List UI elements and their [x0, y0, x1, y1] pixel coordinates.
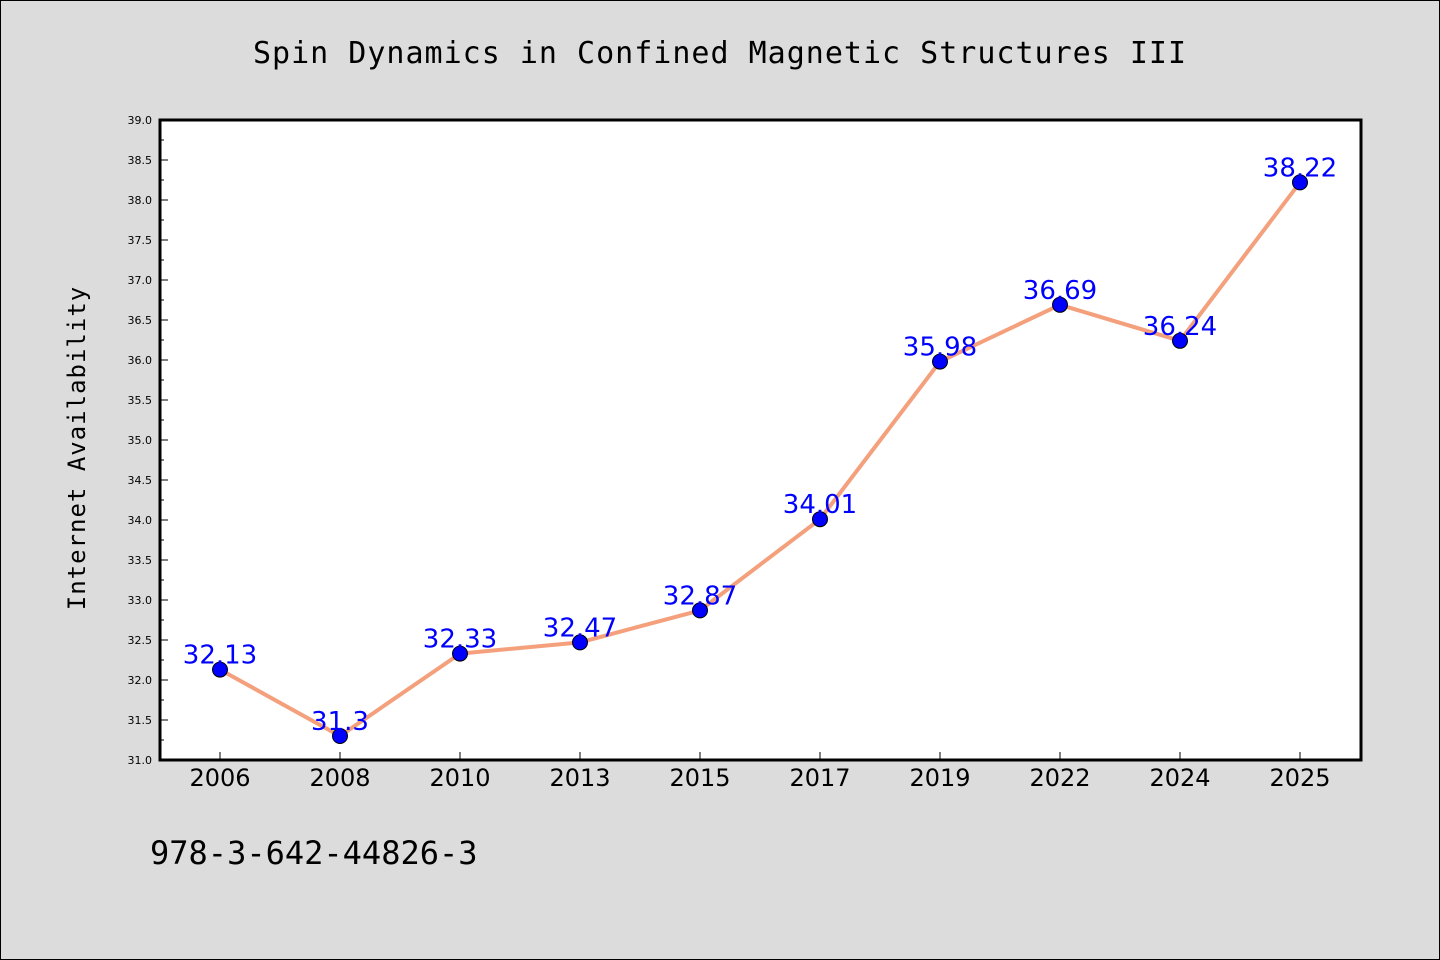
- x-tick-label: 2017: [789, 764, 850, 792]
- data-point: [1172, 332, 1188, 349]
- data-point: [572, 634, 588, 651]
- y-tick-label: 36.5: [128, 314, 153, 327]
- isbn-text: 978-3-642-44826-3: [150, 834, 478, 872]
- y-tick-label: 34.5: [128, 474, 153, 487]
- data-markers: [212, 174, 1308, 744]
- plot-border: [158, 118, 1363, 762]
- data-label: 32.47: [543, 613, 617, 643]
- data-point: [212, 661, 228, 678]
- y-tick-label: 39.0: [128, 114, 153, 127]
- x-tick-label: 2013: [549, 764, 610, 792]
- data-label: 36.24: [1143, 312, 1217, 342]
- data-point: [812, 511, 828, 528]
- x-tick-label: 2025: [1269, 764, 1330, 792]
- y-tick-label: 32.5: [128, 634, 153, 647]
- y-tick-label: 34.0: [128, 514, 153, 527]
- data-labels: 32.13 31.3 32.33 32.47 32.87 34.01 35.98 36.69 3…: [183, 153, 1337, 737]
- data-point: [332, 728, 348, 744]
- x-axis: 2006 2008 2010 2013 2015 2017 2019 2022 2024 2025: [189, 752, 1331, 792]
- data-label: 32.13: [183, 641, 257, 671]
- data-label: 35.98: [903, 333, 977, 363]
- y-tick-label: 33.5: [128, 554, 153, 567]
- x-tick-label: 2019: [909, 764, 970, 792]
- data-label: 32.33: [423, 625, 497, 655]
- data-point: [452, 645, 468, 662]
- y-tick-label: 35.5: [128, 394, 153, 407]
- chart-title: Spin Dynamics in Confined Magnetic Struc…: [253, 36, 1187, 71]
- x-tick-label: 2022: [1029, 764, 1090, 792]
- data-label: 38.22: [1263, 153, 1337, 183]
- y-tick-label: 37.5: [128, 234, 153, 247]
- series-line: [219, 181, 1302, 738]
- y-tick-label: 37.0: [128, 274, 153, 287]
- y-axis-label: Internet Availability: [63, 286, 91, 610]
- x-tick-label: 2006: [189, 764, 250, 792]
- data-label: 36.69: [1023, 276, 1097, 306]
- data-label: 34.01: [783, 490, 857, 520]
- data-point: [692, 602, 708, 619]
- data-point: [932, 353, 948, 370]
- x-tick-label: 2008: [309, 764, 370, 792]
- y-tick-label: 32.0: [128, 674, 153, 687]
- plot-area: [160, 120, 1361, 760]
- x-tick-label: 2024: [1149, 764, 1210, 792]
- data-point: [1292, 174, 1308, 191]
- y-tick-label: 36.0: [128, 354, 153, 367]
- x-tick-label: 2015: [669, 764, 730, 792]
- y-tick-label: 38.0: [128, 194, 153, 207]
- data-point: [1052, 296, 1068, 313]
- data-label: 32.87: [663, 581, 737, 611]
- y-tick-label: 35.0: [128, 434, 153, 447]
- y-tick-label: 31.5: [128, 714, 153, 727]
- y-tick-label: 31.0: [128, 754, 153, 767]
- y-tick-label: 38.5: [128, 154, 153, 167]
- x-tick-label: 2010: [429, 764, 490, 792]
- y-tick-label: 33.0: [128, 594, 153, 607]
- data-label: 31.3: [311, 707, 369, 737]
